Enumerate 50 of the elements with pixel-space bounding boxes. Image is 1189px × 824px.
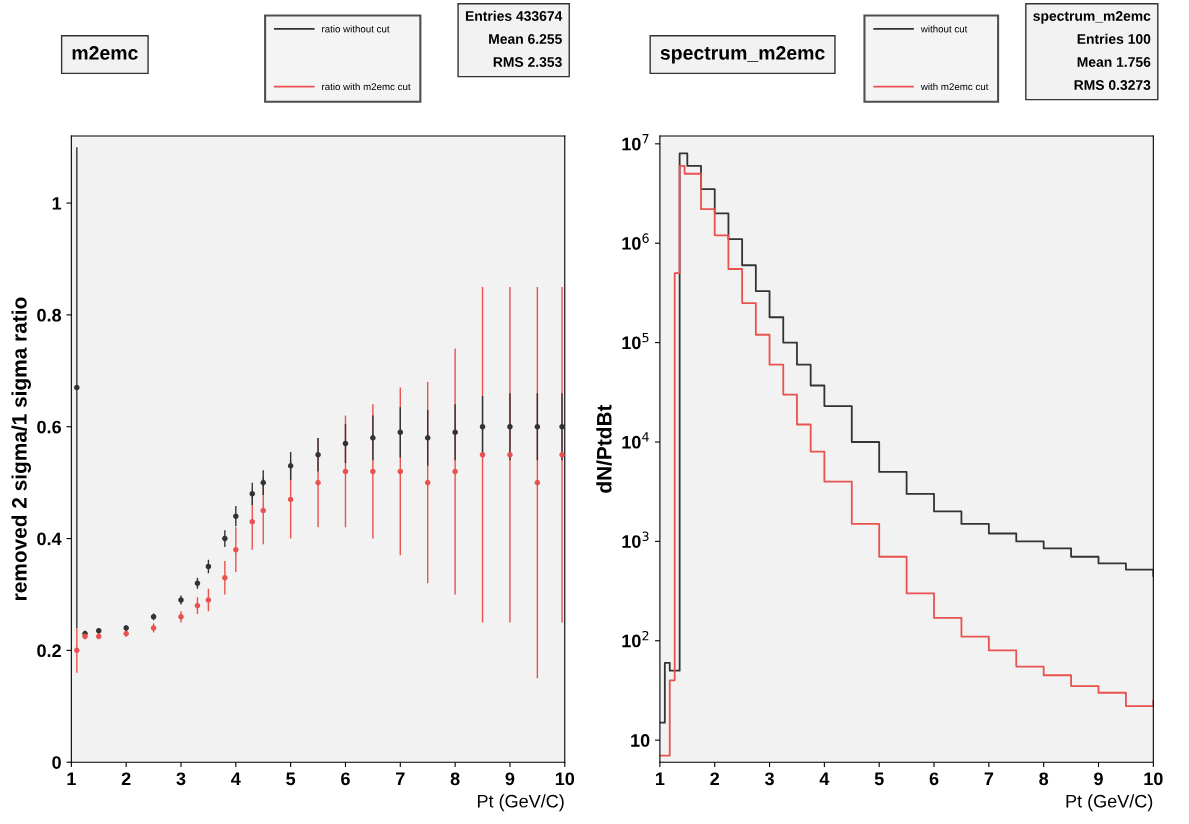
x-tick-label: 10 bbox=[1144, 772, 1163, 786]
text: Entries 433674 bbox=[465, 10, 563, 21]
y-axis-title: dN/PtdBt bbox=[596, 404, 612, 493]
x-tick-label: 9 bbox=[1094, 772, 1103, 786]
x-tick-label: 2 bbox=[121, 772, 131, 786]
x-tick-label: 8 bbox=[450, 772, 460, 786]
x-tick-label: 8 bbox=[1039, 772, 1049, 786]
x-tick-label: 9 bbox=[505, 772, 515, 786]
legend-label: ratio without cut bbox=[322, 25, 390, 33]
y-tick-label: 10$^{6}$ bbox=[622, 233, 649, 250]
y-tick-label: 0.8 bbox=[37, 308, 62, 322]
y-tick-label: 10$^{5}$ bbox=[622, 332, 649, 350]
y-axis-title: removed 2 sigma/1 sigma ratio bbox=[11, 297, 31, 600]
x-tick-label: 4 bbox=[231, 772, 241, 786]
y-tick-label: 0.6 bbox=[37, 420, 61, 434]
text: RMS 0.3273 bbox=[1074, 80, 1151, 90]
text: Mean 6.255 bbox=[489, 34, 562, 44]
x-tick-label: 7 bbox=[396, 772, 405, 786]
y-tick-label: 1 bbox=[52, 197, 62, 210]
chart-title: spectrum_m2emc bbox=[660, 46, 825, 64]
text: Mean 1.756 bbox=[1077, 57, 1151, 67]
y-tick-label: 0.4 bbox=[37, 532, 62, 546]
text: RMS 2.353 bbox=[493, 57, 562, 67]
text: spectrum_m2emc bbox=[1033, 11, 1151, 24]
y-tick-label: 0 bbox=[52, 756, 61, 769]
y-tick-label: 10$^{4}$ bbox=[622, 432, 649, 449]
y-tick-label: 10 bbox=[631, 734, 650, 747]
x-tick-label: 10 bbox=[555, 772, 575, 786]
y-tick-label: 10$^{3}$ bbox=[622, 531, 649, 548]
x-tick-label: 3 bbox=[176, 772, 186, 786]
x-tick-label: 6 bbox=[341, 772, 350, 786]
chart-title: m2emc bbox=[72, 46, 138, 60]
x-axis-title: Pt (GeV/C) bbox=[1066, 794, 1153, 812]
x-tick-label: 3 bbox=[764, 772, 774, 786]
y-tick-label: 10$^{2}$ bbox=[622, 630, 649, 648]
x-axis-title: Pt (GeV/C) bbox=[477, 794, 564, 812]
legend-label: ratio with m2emc cut bbox=[322, 82, 411, 91]
y-tick-label: 10$^{7}$ bbox=[622, 134, 649, 151]
x-tick-label: 5 bbox=[286, 772, 296, 786]
x-tick-label: 5 bbox=[874, 772, 884, 786]
x-tick-label: 1 bbox=[656, 772, 665, 786]
legend-label: with m2emc cut bbox=[920, 82, 989, 91]
x-tick-label: 4 bbox=[819, 772, 830, 786]
x-tick-label: 7 bbox=[984, 772, 994, 786]
text: Entries 100 bbox=[1077, 33, 1151, 44]
x-tick-label: 6 bbox=[929, 772, 939, 786]
x-tick-label: 1 bbox=[67, 772, 76, 786]
legend-label: without cut bbox=[920, 25, 968, 33]
y-tick-label: 0.2 bbox=[37, 644, 61, 658]
x-tick-label: 2 bbox=[710, 772, 720, 786]
